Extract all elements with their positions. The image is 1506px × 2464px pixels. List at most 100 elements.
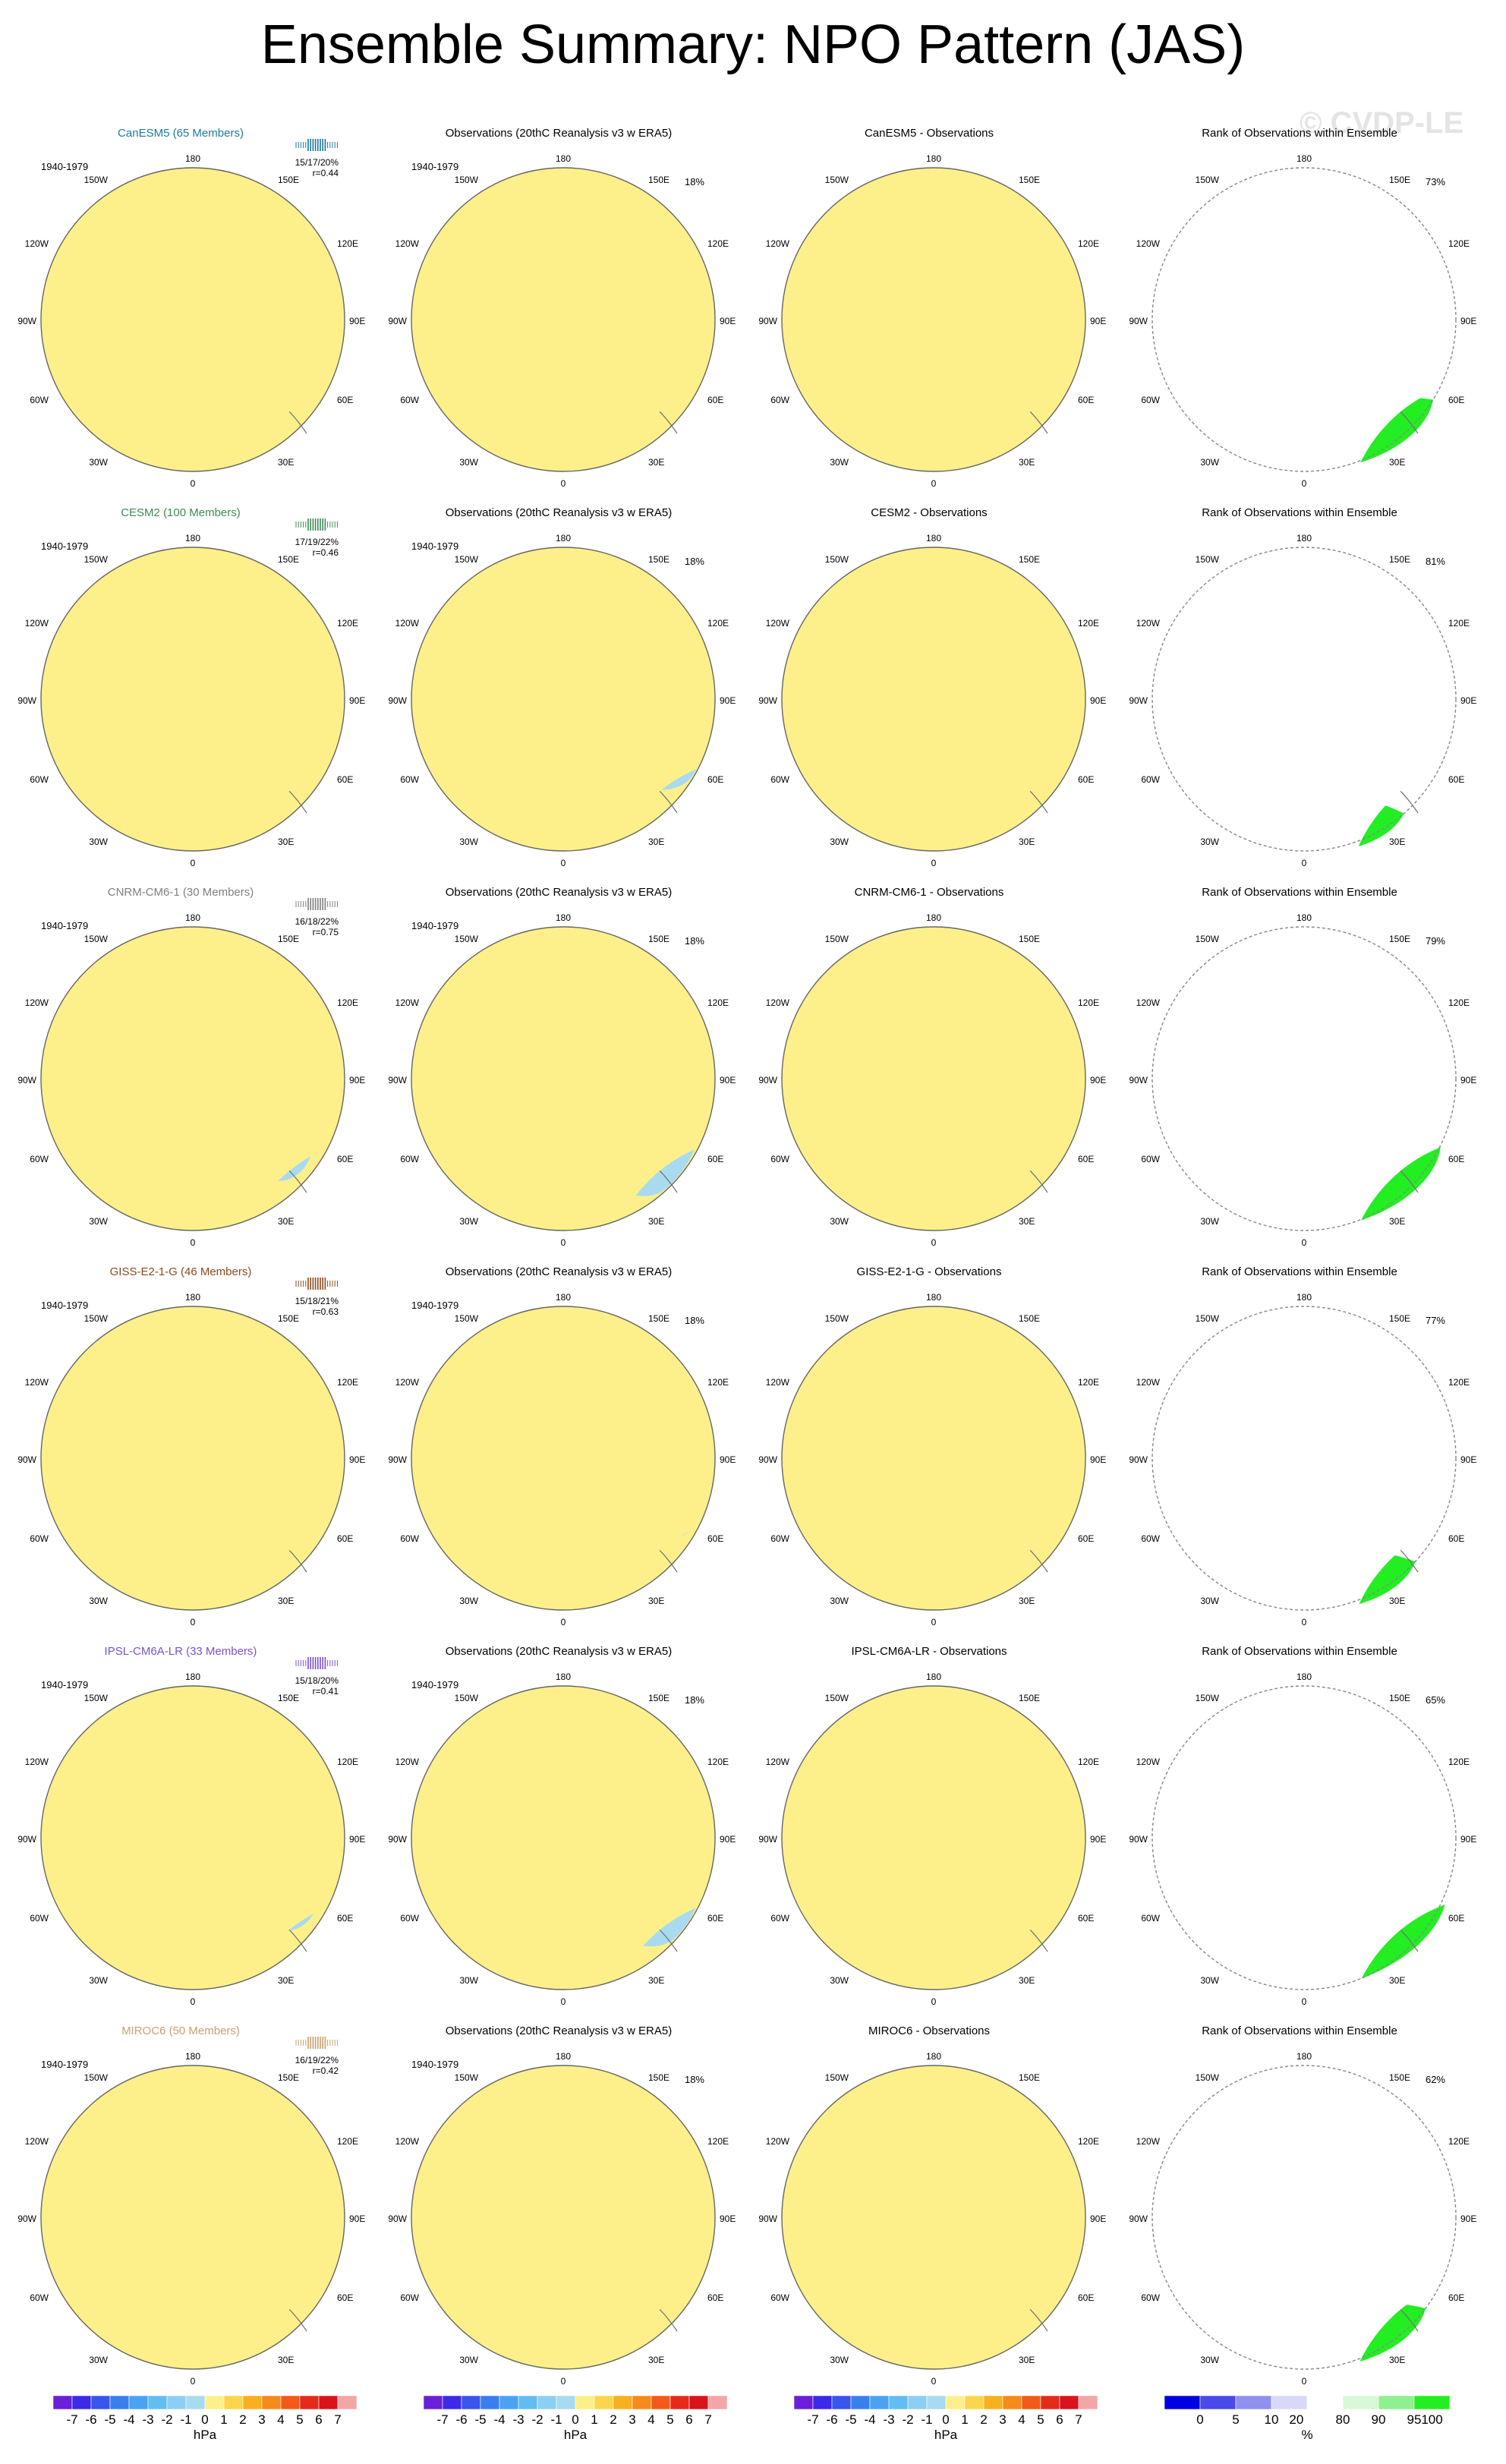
longitude-label-90e: 90E: [349, 316, 365, 326]
longitude-label-90e: 90E: [1090, 1834, 1106, 1845]
colorbar-swatch: [337, 2396, 357, 2410]
period-label: 1940-1979: [41, 1679, 89, 1690]
longitude-label-top: 180: [1296, 153, 1312, 164]
map-boundary: [781, 1306, 1086, 1611]
longitude-label-150e: 150E: [648, 2072, 670, 2083]
longitude-label-90w: 90W: [758, 1075, 777, 1085]
colorbar-unit: hPa: [193, 2428, 217, 2442]
longitude-label-150e: 150E: [648, 175, 670, 185]
longitude-label-150e: 150E: [1389, 934, 1410, 944]
ensemble-spread-bar: [295, 2037, 338, 2049]
longitude-label-60e: 60E: [1448, 1533, 1464, 1544]
map-background: [41, 547, 345, 851]
map-boundary: [411, 2065, 716, 2370]
colorbar-tick-label: -6: [826, 2412, 838, 2427]
longitude-label-bottom: 0: [191, 1996, 196, 2007]
colorbar-tick-label: 5: [296, 2412, 304, 2427]
obs-pct-variance: 18%: [684, 176, 704, 187]
pct-variance-stats: 17/19/22% r=0.46: [278, 537, 339, 558]
map-background: [782, 1686, 1085, 1990]
longitude-label-60e: 60E: [1078, 395, 1094, 405]
longitude-label-60e: 60E: [337, 395, 353, 405]
map-background: [41, 1686, 345, 1990]
map-boundary: [40, 2065, 345, 2370]
longitude-label-30e: 30E: [648, 1216, 664, 1227]
colorbar-tick-label: 1: [591, 2412, 598, 2427]
pattern-correlation: r=0.41: [312, 1686, 339, 1697]
colorbar-swatch: [907, 2396, 928, 2410]
watermark: © CVDP-LE: [1300, 106, 1464, 140]
longitude-label-120w: 120W: [766, 238, 790, 249]
longitude-label-30e: 30E: [648, 1975, 664, 1986]
longitude-label-bottom: 0: [1302, 478, 1307, 489]
colorbar-swatch: [831, 2396, 852, 2410]
longitude-label-60w: 60W: [30, 2292, 49, 2303]
panel-diff: 180 0 150W 150E 120W 120E 90W 90E 60W 60E 30W 30E GI…: [741, 1249, 1117, 1628]
longitude-label-bottom: 0: [191, 858, 196, 868]
longitude-label-150w: 150W: [1196, 175, 1220, 185]
longitude-label-30w: 30W: [1200, 1975, 1219, 1986]
obs-title: Observations (20thC Reanalysis v3 w ERA5…: [445, 1265, 673, 1278]
model-title: CESM2 (100 Members): [121, 506, 241, 519]
longitude-label-30e: 30E: [648, 837, 664, 847]
colorbar-tick-label: -4: [493, 2412, 506, 2427]
obs-pct-variance: 18%: [684, 1694, 704, 1706]
obs-pct-variance: 18%: [684, 556, 704, 567]
colorbar-swatch: [1342, 2396, 1379, 2410]
longitude-label-90w: 90W: [17, 1454, 36, 1465]
rank-pct: 79%: [1425, 935, 1445, 947]
colorbar-tick-label: 1: [961, 2412, 969, 2427]
longitude-label-90e: 90E: [1090, 2214, 1106, 2224]
longitude-label-120w: 120W: [1136, 618, 1161, 629]
diff-title: CESM2 - Observations: [871, 506, 988, 519]
polar-map: 180 0 150W 150E 120W 120E 90W 90E 60W 60E 30W 30E: [758, 912, 1106, 1248]
panel-obs: 180 0 150W 150E 120W 120E 90W 90E 60W 60E 30W 30E Ob…: [370, 490, 747, 869]
map-boundary: [411, 547, 716, 852]
period-label: 1940-1979: [411, 540, 459, 552]
map-background: [1152, 168, 1456, 471]
longitude-label-bottom: 0: [191, 1237, 196, 1248]
map-background: [782, 927, 1085, 1230]
longitude-label-90e: 90E: [720, 1075, 736, 1085]
colorbar-swatch: [442, 2396, 462, 2410]
longitude-label-bottom: 0: [1302, 2376, 1307, 2387]
obs-title: Observations (20thC Reanalysis v3 w ERA5…: [445, 127, 673, 140]
longitude-label-top: 180: [1296, 912, 1312, 923]
map-boundary: [1152, 1306, 1457, 1611]
colorbar-swatch: [261, 2396, 282, 2410]
colorbar-swatch: [128, 2396, 149, 2410]
ensemble-spread-bar: [295, 139, 338, 151]
longitude-label-bottom: 0: [931, 2376, 937, 2387]
longitude-label-120w: 120W: [395, 2136, 420, 2147]
longitude-label-150w: 150W: [825, 2072, 849, 2083]
longitude-label-90e: 90E: [1090, 1454, 1106, 1465]
longitude-label-120w: 120W: [395, 997, 420, 1008]
longitude-label-150w: 150W: [1196, 554, 1220, 565]
longitude-label-bottom: 0: [561, 1617, 566, 1627]
colorbar-tick-label: 20: [1289, 2412, 1304, 2427]
colorbar-swatch: [1078, 2396, 1098, 2410]
longitude-label-90e: 90E: [1090, 695, 1106, 706]
polar-map: 180 0 150W 150E 120W 120E 90W 90E 60W 60E 30W 30E: [758, 1672, 1106, 2007]
longitude-label-90e: 90E: [349, 1075, 365, 1085]
longitude-label-120w: 120W: [1136, 238, 1161, 249]
longitude-label-120w: 120W: [25, 997, 49, 1008]
longitude-label-60e: 60E: [1078, 2292, 1094, 2303]
longitude-label-top: 180: [926, 153, 941, 164]
longitude-label-150e: 150E: [1019, 554, 1040, 565]
model-title: GISS-E2-1-G (46 Members): [109, 1265, 252, 1278]
page-title: Ensemble Summary: NPO Pattern (JAS): [260, 14, 1246, 75]
longitude-label-120e: 120E: [1078, 2136, 1099, 2147]
longitude-label-150w: 150W: [1196, 1313, 1220, 1324]
colorbar-tick-label: -4: [864, 2412, 876, 2427]
longitude-label-60w: 60W: [400, 1913, 419, 1924]
map-boundary: [781, 547, 1086, 852]
longitude-label-90w: 90W: [388, 1834, 407, 1845]
longitude-label-30w: 30W: [830, 1975, 849, 1986]
longitude-label-60w: 60W: [400, 1533, 419, 1544]
longitude-label-150e: 150E: [278, 1313, 299, 1324]
longitude-label-60e: 60E: [337, 2292, 353, 2303]
longitude-label-30w: 30W: [1200, 457, 1219, 468]
period-label: 1940-1979: [411, 2059, 459, 2070]
pattern-correlation: r=0.63: [312, 1306, 339, 1317]
